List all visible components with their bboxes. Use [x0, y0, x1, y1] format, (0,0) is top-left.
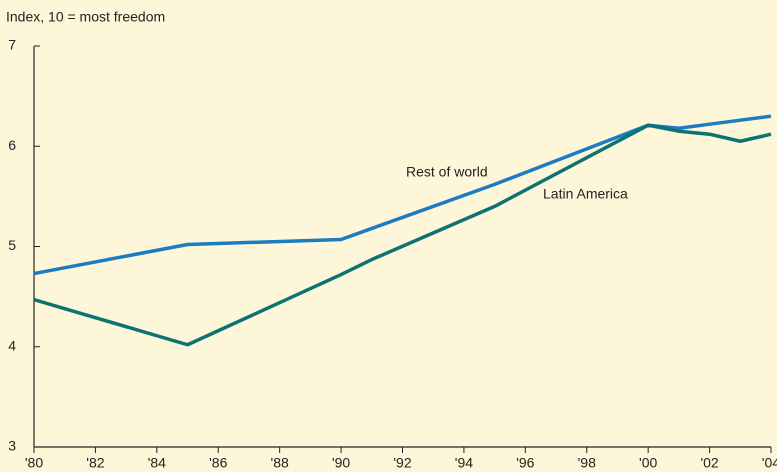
x-tick-label: '04: [762, 455, 777, 471]
x-tick-label: '84: [148, 455, 166, 471]
x-tick-label: '02: [700, 455, 718, 471]
x-tick-label: '82: [86, 455, 104, 471]
x-tick-label: '94: [455, 455, 473, 471]
y-tick-label: 4: [8, 337, 16, 353]
x-tick-label: '96: [516, 455, 534, 471]
series-line: [33, 114, 772, 276]
x-tick-label: '92: [393, 455, 411, 471]
y-tick-label: 5: [8, 237, 16, 253]
x-tick-label: '86: [209, 455, 227, 471]
x-tick-label: '88: [271, 455, 289, 471]
series-line: [33, 123, 772, 347]
x-tick-label: '00: [639, 455, 657, 471]
annotation: Rest of world: [406, 164, 488, 180]
y-tick-label: 3: [8, 438, 16, 454]
x-tick-label: '90: [332, 455, 350, 471]
x-tick-label: '80: [25, 455, 43, 471]
x-tick-label: '98: [578, 455, 596, 471]
y-tick-label: 6: [8, 137, 16, 153]
y-tick-label: 7: [8, 37, 16, 53]
axis-label: Index, 10 = most freedom: [6, 9, 165, 25]
annotation: Latin America: [543, 186, 628, 202]
